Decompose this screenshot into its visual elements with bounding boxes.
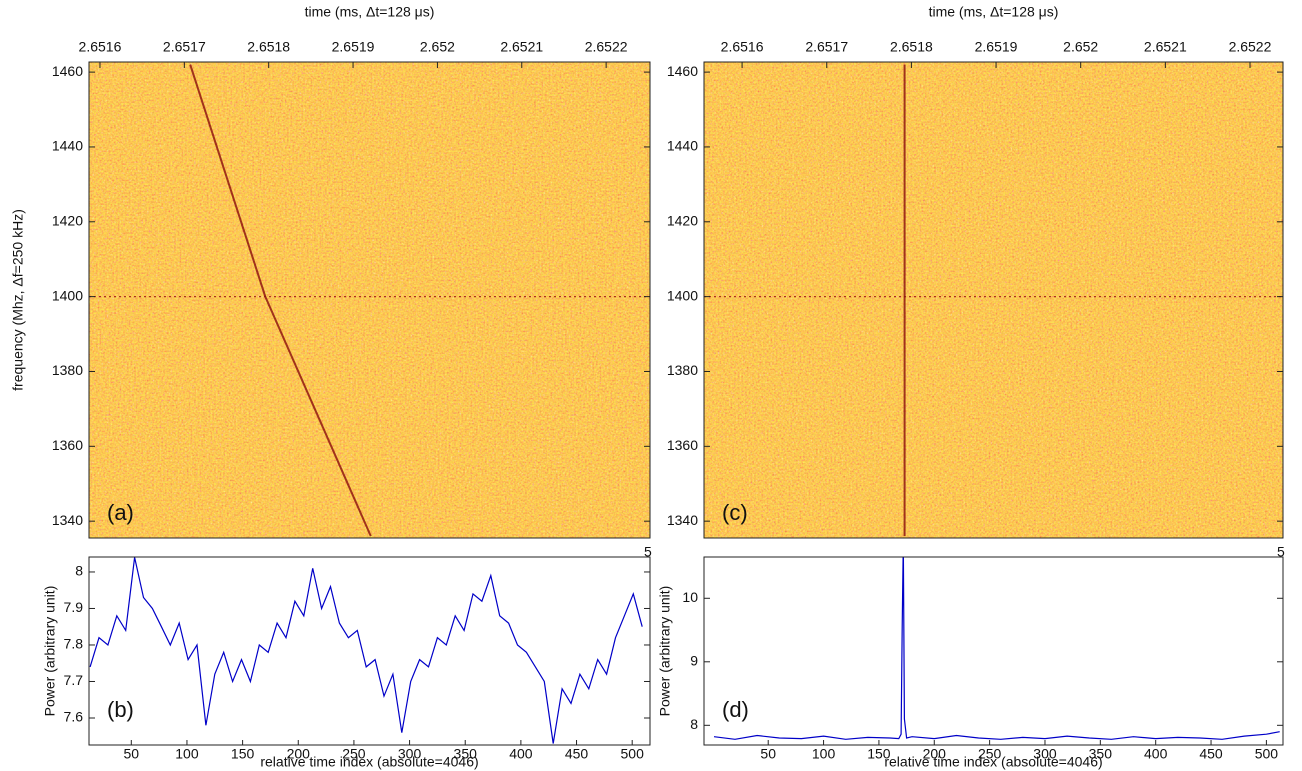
x-tick-label: 2.6518 [890, 39, 933, 55]
y-tick-label: 1420 [667, 212, 698, 228]
panel-label: (b) [107, 697, 134, 722]
x-tick-label: 2.6519 [975, 39, 1018, 55]
x-axis-label: time (ms, Δt=128 μs) [929, 4, 1059, 20]
x-tick-label: 2.6521 [1144, 39, 1187, 55]
x-tick-label: 350 [454, 746, 478, 762]
x-tick-label: 2.6517 [163, 39, 206, 55]
x-tick-label: 2.652 [420, 39, 455, 55]
x-tick-label: 400 [509, 746, 533, 762]
heatmap [704, 62, 1283, 538]
y-tick-label: 9 [690, 653, 698, 669]
series-line [89, 557, 643, 744]
x-tick-label: 500 [1255, 746, 1279, 762]
x-tick-label: 2.6522 [1229, 39, 1272, 55]
x-tick-label: 2.6521 [500, 39, 543, 55]
x-tick-label: 150 [231, 746, 255, 762]
x-tick-label: 2.6522 [585, 39, 628, 55]
y-tick-label: 1440 [667, 138, 698, 154]
x-tick-label: 100 [175, 746, 199, 762]
x-tick-label: 2.6516 [79, 39, 122, 55]
panel [704, 62, 1283, 538]
x-tick-label: 300 [398, 746, 422, 762]
x-axis-label: relative time index (absolute=4046) [260, 754, 478, 770]
series-line [713, 557, 1280, 740]
y-tick-label: 7.6 [64, 709, 84, 725]
x-tick-label: 250 [978, 746, 1002, 762]
x-tick-label: 500 [621, 746, 645, 762]
pulse [189, 64, 372, 537]
axes-box [88, 556, 651, 746]
y-tick-label: 1460 [52, 63, 83, 79]
y-tick-label: 1460 [667, 63, 698, 79]
x-tick-label: 2.6517 [805, 39, 848, 55]
exponent: 5 [644, 544, 652, 560]
x-tick-label: 50 [760, 746, 776, 762]
y-tick-label: 8 [75, 563, 83, 579]
x-tick-label: 2.6518 [247, 39, 290, 55]
heatmap [89, 62, 650, 538]
x-tick-label: 250 [342, 746, 366, 762]
y-axis-label: Power (arbitrary unit) [657, 586, 673, 717]
x-tick-label: 100 [812, 746, 836, 762]
y-tick-label: 1440 [52, 138, 83, 154]
y-tick-label: 1420 [52, 212, 83, 228]
panel-label: (d) [722, 697, 749, 722]
y-tick-label: 1400 [52, 287, 83, 303]
x-tick-label: 450 [565, 746, 589, 762]
x-tick-label: 2.6519 [332, 39, 375, 55]
panel [713, 557, 1280, 740]
panel-label: (c) [722, 500, 748, 525]
y-tick-label: 1360 [52, 437, 83, 453]
y-tick-label: 1380 [52, 362, 83, 378]
axes-box [703, 556, 1284, 746]
x-axis-label: relative time index (absolute=4046) [884, 754, 1102, 770]
y-tick-label: 7.9 [64, 599, 84, 615]
axes-box [703, 61, 1284, 539]
y-axis-label: Power (arbitrary unit) [42, 586, 58, 717]
x-axis-label: time (ms, Δt=128 μs) [305, 4, 435, 20]
y-tick-label: 1360 [667, 437, 698, 453]
y-tick-label: 1380 [667, 362, 698, 378]
panel [89, 557, 643, 744]
x-tick-label: 150 [867, 746, 891, 762]
y-tick-label: 1340 [52, 512, 83, 528]
x-tick-label: 350 [1089, 746, 1113, 762]
axes-box [88, 61, 651, 539]
x-tick-label: 50 [124, 746, 140, 762]
x-tick-label: 200 [287, 746, 311, 762]
x-tick-label: 200 [923, 746, 947, 762]
x-tick-label: 400 [1144, 746, 1168, 762]
exponent: 5 [1277, 544, 1285, 560]
x-tick-label: 2.652 [1063, 39, 1098, 55]
y-tick-label: 1400 [667, 287, 698, 303]
x-tick-label: 2.6516 [721, 39, 764, 55]
panel-label: (a) [107, 500, 134, 525]
x-tick-label: 300 [1033, 746, 1057, 762]
y-tick-label: 10 [682, 589, 698, 605]
x-tick-label: 450 [1199, 746, 1223, 762]
y-axis-label: frequency (Mhz, Δf=250 kHz) [10, 209, 26, 391]
panel [89, 62, 650, 538]
y-tick-label: 7.7 [64, 672, 84, 688]
y-tick-label: 8 [690, 716, 698, 732]
y-tick-label: 1340 [667, 512, 698, 528]
y-tick-label: 7.8 [64, 636, 84, 652]
